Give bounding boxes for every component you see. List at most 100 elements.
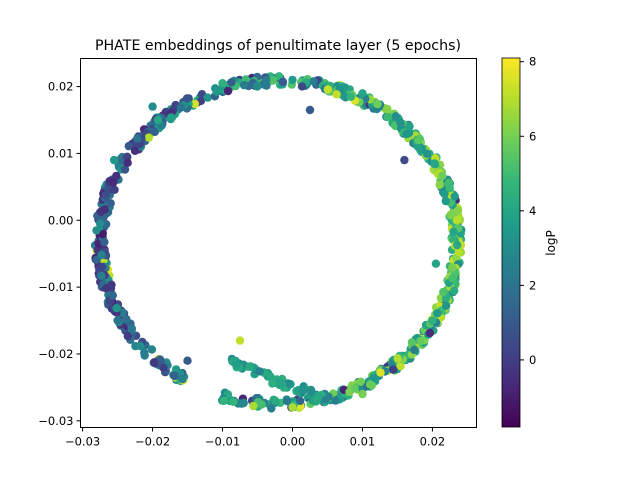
scatter-point [235, 336, 245, 345]
scatter-point [130, 146, 140, 155]
scatter-point [297, 82, 307, 91]
scatter-point [332, 90, 341, 99]
scatter-point [400, 155, 409, 165]
scatter-point [307, 388, 316, 397]
scatter-point [265, 371, 275, 381]
scatter-point [100, 205, 109, 214]
x-axis: −0.03 −0.02 −0.01 0.00 0.01 0.02 [65, 427, 445, 449]
plot-frame [80, 58, 477, 428]
scatter-point [435, 180, 444, 190]
scatter-point [373, 99, 382, 109]
scatter-point [452, 216, 462, 225]
y-tick-label: 0.00 [48, 213, 74, 227]
x-tick-label: −0.01 [205, 435, 240, 449]
colorbar-tick-label: 6 [529, 129, 536, 143]
scatter-point [262, 75, 271, 85]
scatter-point [296, 396, 305, 405]
scatter-point [438, 171, 447, 180]
scatter-point [356, 377, 365, 386]
scatter-point [147, 345, 157, 354]
scatter-point [339, 91, 348, 100]
scatter-point [439, 287, 448, 297]
scatter-point [255, 367, 264, 376]
scatter-point [440, 189, 449, 199]
scatter-point [102, 220, 111, 229]
scatter-point [441, 196, 450, 206]
x-tick-label: 0.01 [350, 435, 376, 449]
scatter-point [299, 385, 308, 395]
scatter-point [232, 360, 241, 370]
scatter-point [331, 396, 340, 405]
scatter-point [108, 178, 118, 187]
scatter-point [452, 240, 462, 250]
scatter-point [433, 309, 442, 318]
colorbar-tick-label: 0 [529, 353, 536, 367]
scatter-point [118, 308, 127, 318]
scatter-point [346, 92, 356, 101]
scatter-point [144, 133, 153, 142]
scatter-point [97, 250, 106, 260]
scatter-point [101, 284, 111, 293]
scatter-point [223, 86, 233, 96]
scatter-point [218, 79, 227, 88]
scatter-point [446, 210, 455, 220]
scatter-point [321, 395, 331, 404]
scatter-point [112, 304, 121, 313]
scatter-point [110, 185, 119, 194]
scatter-point [148, 102, 157, 111]
scatter-point [288, 75, 297, 85]
x-tick-label: −0.02 [135, 435, 170, 449]
scatter-point [140, 348, 149, 357]
scatter-point [278, 380, 287, 389]
scatter-point [150, 358, 159, 367]
scatter-point [183, 356, 192, 365]
scatter-point [203, 93, 212, 102]
scatter-point [448, 263, 457, 272]
scatter-point [123, 331, 132, 341]
scatter-point [393, 354, 402, 363]
scatter-point [239, 80, 249, 90]
y-tick-label: 0.02 [48, 80, 74, 94]
scatter-point [441, 294, 451, 303]
scatter-point [278, 77, 288, 87]
scatter-point [445, 184, 454, 193]
scatter-point [407, 338, 417, 347]
scatter-point [182, 94, 192, 103]
scatter-point [176, 103, 185, 112]
scatter-point [282, 396, 292, 406]
scatter-point [376, 368, 385, 377]
scatter-point [97, 271, 106, 280]
scatter-point [159, 363, 168, 372]
scatter-point [389, 365, 398, 374]
scatter-point [124, 141, 133, 151]
scatter-point [113, 316, 122, 325]
scatter-point [391, 112, 400, 121]
scatter-point [358, 89, 367, 98]
scatter-point [309, 77, 318, 86]
scatter-point [121, 315, 131, 324]
scatter-point [219, 396, 228, 406]
scatter-point [150, 127, 159, 137]
scatter-point [323, 85, 332, 94]
scatter-point [120, 165, 130, 174]
scatter-points [90, 72, 466, 413]
scatter-point [402, 129, 411, 139]
scatter-point [170, 371, 179, 381]
colorbar-tick-label: 8 [529, 55, 536, 69]
scatter-point [430, 160, 439, 169]
scatter-point [312, 397, 321, 406]
scatter-point [106, 199, 115, 208]
scatter-point [108, 291, 118, 300]
scatter-point [100, 237, 109, 247]
scatter-point [253, 82, 262, 91]
scatter-point [95, 219, 105, 228]
scatter-point [288, 403, 297, 412]
scatter-point [410, 345, 419, 354]
y-tick-label: −0.01 [38, 280, 73, 294]
scatter-point [453, 206, 463, 215]
scatter-point [190, 99, 200, 109]
chart-title: PHATE embeddings of penultimate layer (5… [95, 38, 461, 54]
scatter-point [442, 301, 451, 310]
scatter-point [428, 316, 437, 325]
